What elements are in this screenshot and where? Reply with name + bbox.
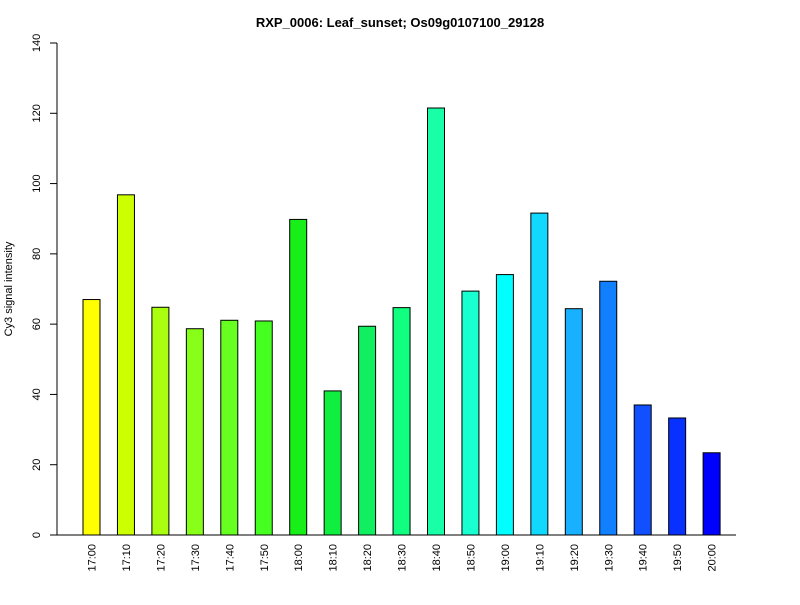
bar-1910 bbox=[530, 212, 549, 536]
x-tick-label: 17:00 bbox=[87, 544, 99, 572]
bar-1810 bbox=[323, 390, 342, 536]
bar-1820 bbox=[358, 325, 377, 536]
y-tick-label: 60 bbox=[31, 318, 43, 330]
bar-1940 bbox=[633, 404, 652, 536]
bar-1710 bbox=[116, 194, 135, 536]
y-tick-label: 100 bbox=[31, 174, 43, 192]
bar-1840 bbox=[427, 107, 445, 536]
x-tick-label: 18:10 bbox=[328, 544, 340, 572]
bar-1920 bbox=[564, 308, 583, 536]
y-tick-label: 120 bbox=[31, 104, 43, 122]
x-tick-label: 19:00 bbox=[500, 544, 512, 572]
x-tick-label: 19:50 bbox=[672, 544, 684, 572]
x-tick-label: 19:10 bbox=[534, 544, 546, 572]
bar-1830 bbox=[392, 307, 411, 536]
y-tick-label: 0 bbox=[31, 532, 43, 538]
x-tick-label: 18:20 bbox=[362, 544, 374, 572]
y-axis: 0 20 40 60 80 100 120 140 bbox=[31, 34, 58, 538]
y-axis-label: Cy3 signal intensity bbox=[3, 241, 15, 336]
x-tick-label: 20:00 bbox=[707, 544, 719, 572]
x-tick-label: 19:40 bbox=[638, 544, 650, 572]
y-tick-label: 140 bbox=[31, 34, 43, 52]
x-tick-label: 17:30 bbox=[190, 544, 202, 572]
x-tick-label: 17:20 bbox=[155, 544, 167, 572]
bar-1730 bbox=[185, 328, 204, 536]
bar-1720 bbox=[151, 306, 170, 536]
y-tick-label: 80 bbox=[31, 248, 43, 260]
bar-1950 bbox=[668, 417, 687, 536]
x-tick-label: 18:40 bbox=[431, 544, 443, 572]
x-tick-label: 17:10 bbox=[121, 544, 133, 572]
bar-2000 bbox=[702, 452, 721, 536]
x-tick-label: 18:00 bbox=[293, 544, 305, 572]
bar-1900 bbox=[495, 274, 514, 536]
x-tick-label: 18:30 bbox=[397, 544, 409, 572]
bar-1740 bbox=[220, 319, 239, 536]
x-tick-label: 17:50 bbox=[259, 544, 271, 572]
x-tick-label: 19:20 bbox=[569, 544, 581, 572]
x-axis: 17:00 17:10 17:20 17:30 17:40 17:50 18:00 18:10… bbox=[57, 534, 736, 572]
bar-1800 bbox=[289, 218, 308, 536]
x-tick-label: 17:40 bbox=[224, 544, 236, 572]
x-tick-label: 19:30 bbox=[603, 544, 615, 572]
bar-1930 bbox=[599, 280, 618, 536]
bar-1700 bbox=[82, 299, 101, 536]
y-tick-label: 40 bbox=[31, 388, 43, 400]
x-tick-label: 18:50 bbox=[465, 544, 477, 572]
bars bbox=[82, 107, 721, 536]
y-tick-label: 20 bbox=[31, 459, 43, 471]
bar-1850 bbox=[461, 290, 480, 536]
bar-1750 bbox=[254, 320, 273, 536]
chart-title: RXP_0006: Leaf_sunset; Os09g0107100_2912… bbox=[256, 15, 544, 30]
